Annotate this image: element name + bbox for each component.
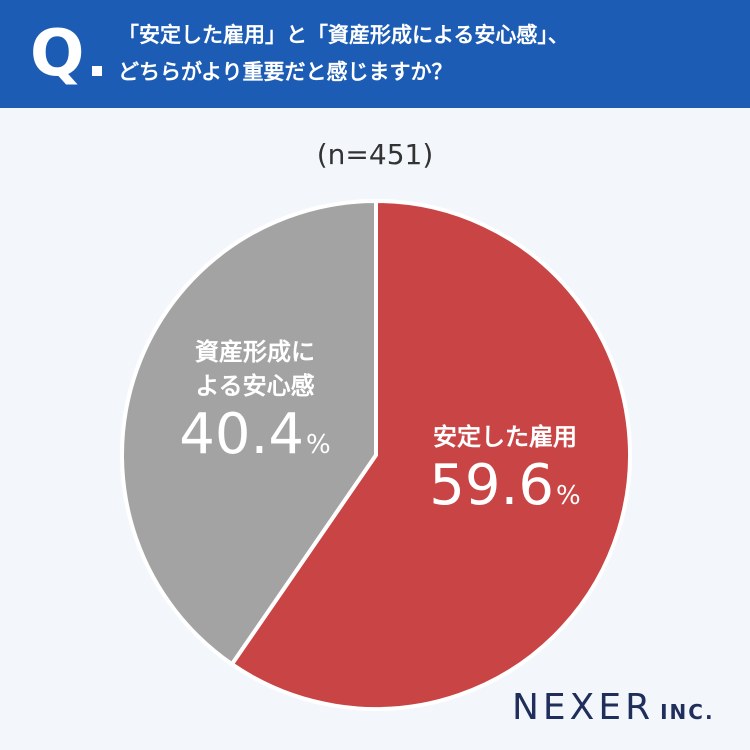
- slice-label-savings: 資産形成に よる安心感 40.4%: [150, 335, 360, 477]
- question-line-2: どちらがより重要だと感じますか？: [118, 60, 453, 84]
- slice-name-employment: 安定した雇用: [433, 423, 577, 451]
- slice-value-employment: 59.6%: [429, 453, 581, 518]
- slice-value-savings: 40.4%: [179, 402, 331, 467]
- logo-main-text: NEXER: [512, 687, 655, 728]
- slice-name-savings-line-2: よる安心感: [195, 372, 315, 400]
- sample-size: (n=451): [316, 138, 434, 171]
- logo-sub-text: INC.: [660, 700, 715, 724]
- pie-slice-employment: [229, 199, 632, 711]
- q-mark: Q: [30, 17, 85, 91]
- question-header: Q 「安定した雇用」と「資産形成による安心感」、 どちらがより重要だと感じますか…: [0, 0, 750, 108]
- slice-name-savings-line-1: 資産形成に: [195, 338, 315, 366]
- q-dot: [92, 66, 102, 76]
- slice-label-employment: 安定した雇用 59.6%: [395, 420, 615, 528]
- nexer-logo: NEXER INC.: [512, 687, 715, 728]
- question-text: 「安定した雇用」と「資産形成による安心感」、 どちらがより重要だと感じますか？: [118, 17, 738, 91]
- question-line-1: 「安定した雇用」と「資産形成による安心感」、: [118, 23, 569, 47]
- pie-slice-savings: [120, 199, 378, 667]
